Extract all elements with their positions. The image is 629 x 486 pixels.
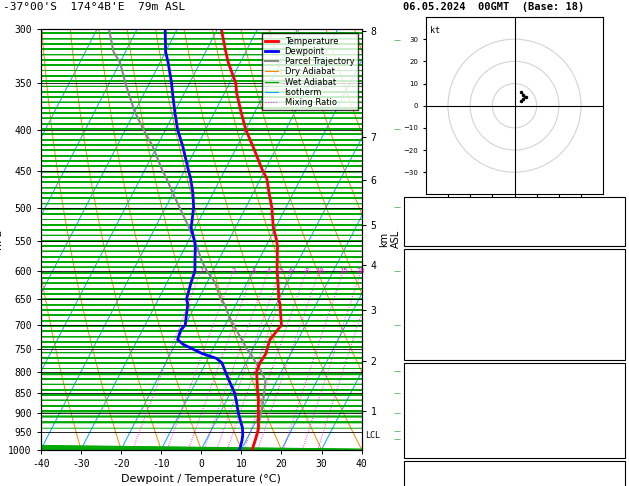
Text: 1: 1 [199,268,203,274]
X-axis label: Dewpoint / Temperature (°C): Dewpoint / Temperature (°C) [121,474,281,484]
Text: 21: 21 [611,201,623,211]
Text: θe(K): θe(K) [407,299,437,309]
Text: 0: 0 [617,428,623,438]
Text: 12.7: 12.7 [599,268,623,278]
Text: Dewp (°C): Dewp (°C) [407,283,460,294]
Text: 5: 5 [278,268,282,274]
Text: 15: 15 [339,268,347,274]
Text: 47: 47 [611,216,623,226]
Text: Totals Totals: Totals Totals [407,216,483,226]
Text: 4: 4 [617,413,623,423]
Text: 305: 305 [605,299,623,309]
Text: -37°00'S  174°4B'E  79m ASL: -37°00'S 174°4B'E 79m ASL [3,2,186,13]
Text: 06.05.2024  00GMT  (Base: 18): 06.05.2024 00GMT (Base: 18) [403,2,584,13]
Text: Surface: Surface [494,252,535,262]
Text: —: — [393,390,400,396]
Text: 20: 20 [357,268,365,274]
Text: —: — [393,205,400,210]
Text: θe (K): θe (K) [407,397,442,407]
Text: 9.6: 9.6 [605,283,623,294]
Text: © weatheronline.co.uk: © weatheronline.co.uk [453,470,576,480]
Text: LCL: LCL [365,431,380,440]
Text: 308: 308 [605,397,623,407]
Text: -28: -28 [605,480,623,486]
Y-axis label: km
ASL: km ASL [379,230,401,248]
Text: Pressure (mb): Pressure (mb) [407,382,483,392]
Text: —: — [393,37,400,44]
Text: kt: kt [430,26,440,35]
Text: 800: 800 [605,382,623,392]
Text: 3: 3 [252,268,255,274]
Text: —: — [393,410,400,416]
Text: 5: 5 [617,314,623,325]
Text: —: — [393,268,400,274]
Text: K: K [407,201,413,211]
Text: —: — [393,429,400,434]
Text: Lifted Index: Lifted Index [407,413,477,423]
Text: Lifted Index: Lifted Index [407,314,477,325]
Legend: Temperature, Dewpoint, Parcel Trajectory, Dry Adiabat, Wet Adiabat, Isotherm, Mi: Temperature, Dewpoint, Parcel Trajectory… [262,34,357,110]
Text: CAPE (J): CAPE (J) [407,428,454,438]
Text: CAPE (J): CAPE (J) [407,330,454,340]
Text: Hodograph: Hodograph [488,464,541,474]
Text: —: — [393,322,400,328]
Text: Most Unstable: Most Unstable [476,366,553,376]
Text: 0: 0 [617,330,623,340]
Text: 0: 0 [617,444,623,454]
Text: 6: 6 [288,268,292,274]
Text: PW (cm): PW (cm) [407,232,448,242]
Text: —: — [393,127,400,133]
Text: EH: EH [407,480,419,486]
Text: 1.92: 1.92 [599,232,623,242]
Text: 8: 8 [304,268,308,274]
Text: 2: 2 [231,268,235,274]
Text: —: — [393,369,400,375]
Text: —: — [393,436,400,442]
Text: 0: 0 [617,346,623,356]
Text: CIN (J): CIN (J) [407,346,448,356]
Text: 10: 10 [314,268,323,274]
Text: Temp (°C): Temp (°C) [407,268,460,278]
Text: 4: 4 [266,268,270,274]
Y-axis label: hPa: hPa [0,229,3,249]
Text: CIN (J): CIN (J) [407,444,448,454]
